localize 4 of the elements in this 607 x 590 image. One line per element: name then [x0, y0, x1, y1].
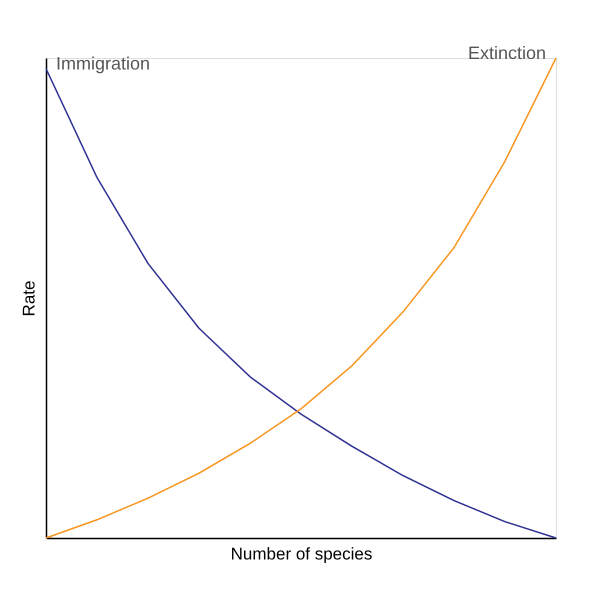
series-label: Immigration [56, 54, 150, 74]
x-axis-title: Number of species [230, 544, 372, 564]
series-label: Extinction [468, 43, 546, 63]
y-axis-title: Rate [20, 280, 38, 316]
